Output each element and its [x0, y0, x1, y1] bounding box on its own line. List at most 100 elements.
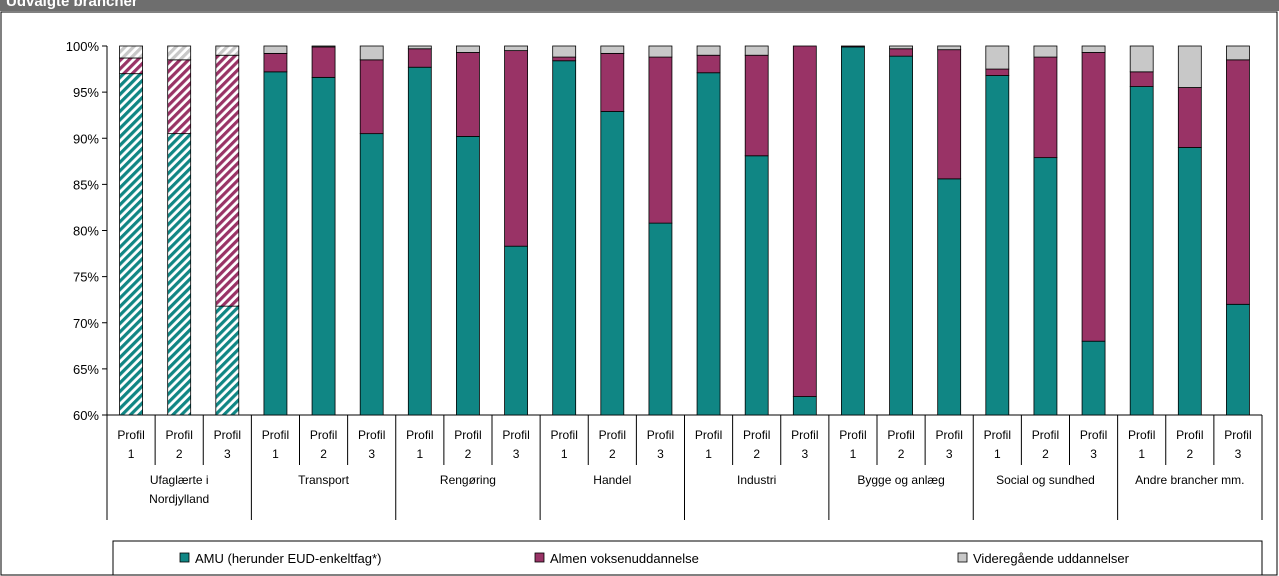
bar-segment — [1081, 52, 1106, 342]
group-label: Andre brancher mm. — [1135, 473, 1245, 487]
bar-segment — [937, 49, 962, 180]
x-tick-label: Profil 2 — [309, 428, 338, 461]
bar-segment — [263, 71, 288, 415]
y-tick-label: 80% — [73, 224, 99, 239]
x-tick-label: Profil 2 — [887, 428, 915, 461]
bar-segment — [167, 45, 192, 61]
bar-segment — [648, 45, 673, 58]
x-tick-label: Profil 3 — [1079, 428, 1108, 461]
legend-label: AMU (herunder EUD-enkeltfag*) — [195, 551, 381, 566]
y-tick-label: 65% — [73, 362, 99, 377]
bar-segment — [456, 136, 480, 415]
x-tick-label: Profil 1 — [839, 428, 867, 461]
bar-segment — [841, 46, 865, 415]
group-label: Rengøring — [439, 473, 496, 487]
group-label: Bygge og anlæg — [857, 473, 945, 487]
bar-segment — [504, 50, 528, 247]
x-tick-label: Profil 3 — [358, 428, 386, 461]
legend-label: Almen voksenuddannelse — [550, 551, 699, 566]
bar-segment — [119, 57, 143, 75]
bar-segment — [407, 48, 432, 68]
bar-segment — [1129, 71, 1154, 87]
group-label: Transport — [298, 473, 350, 487]
y-tick-label: 85% — [73, 177, 99, 192]
bar-segment — [407, 45, 432, 50]
x-tick-label: Profil 1 — [550, 428, 578, 461]
x-tick-label: Profil 3 — [646, 428, 675, 461]
bar-segment — [552, 60, 577, 415]
bar-segment — [359, 133, 384, 415]
legend-swatch — [534, 552, 545, 563]
bar-segment — [215, 54, 240, 307]
y-tick-label: 75% — [73, 270, 99, 285]
bar-segment — [696, 54, 721, 74]
chart-frame — [0, 11, 1278, 576]
bar-segment — [792, 396, 817, 415]
x-tick-label: Profil 1 — [117, 428, 145, 461]
bar-segment — [937, 45, 962, 51]
x-tick-label: Profil 3 — [213, 428, 241, 461]
bar-segment — [1226, 45, 1250, 61]
legend-swatch — [957, 552, 968, 563]
x-tick-label: Profil 2 — [165, 428, 193, 461]
bar-segment — [552, 45, 577, 58]
bar-segment — [311, 45, 336, 48]
bar-segment — [744, 155, 769, 415]
bar-segment — [744, 54, 769, 157]
x-tick-label: Profil 1 — [694, 428, 723, 461]
bar-segment — [119, 73, 143, 415]
bar-segment — [504, 245, 528, 415]
bar-segment — [1226, 59, 1250, 305]
bar-segment — [167, 133, 192, 415]
bar-segment — [1081, 340, 1106, 415]
bar-segment — [1129, 45, 1154, 73]
bar-segment — [215, 305, 240, 415]
bar-segment — [744, 45, 769, 56]
bar-segment — [311, 46, 336, 78]
bar-segment — [937, 178, 962, 415]
y-tick-label: 60% — [73, 408, 99, 423]
group-label: Ufaglærte i Nordjylland — [149, 473, 210, 506]
header-bar: Udvalgte brancher — [0, 0, 1279, 11]
bar-segment — [119, 45, 143, 59]
legend-box — [112, 540, 1263, 576]
legend-label: Videregående uddannelser — [973, 551, 1130, 566]
legend-swatch — [179, 552, 190, 563]
bar-segment — [504, 45, 528, 52]
x-tick-label: Profil 2 — [1176, 428, 1204, 461]
group-label: Industri — [737, 473, 777, 487]
bar-segment — [696, 72, 721, 415]
x-tick-label: Profil 2 — [454, 428, 482, 461]
bar-segment — [1033, 157, 1058, 415]
bar-segment — [600, 52, 625, 112]
bar-segment — [1177, 87, 1202, 148]
bar-segment — [359, 45, 384, 61]
y-tick-label: 90% — [73, 131, 99, 146]
x-tick-label: Profil 3 — [791, 428, 819, 461]
x-tick-label: Profil 3 — [502, 428, 530, 461]
bar-segment — [889, 55, 913, 415]
bar-segment — [456, 52, 480, 137]
bar-segment — [1081, 45, 1106, 53]
bar-segment — [648, 56, 673, 224]
bar-segment — [167, 59, 192, 135]
y-tick-label: 100% — [66, 39, 100, 54]
bar-segment — [841, 45, 865, 48]
bar-segment — [985, 68, 1010, 76]
x-tick-label: Profil 2 — [743, 428, 771, 461]
bar-segment — [263, 45, 288, 54]
y-tick-label: 95% — [73, 85, 99, 100]
y-tick-label: 70% — [73, 316, 99, 331]
bar-segment — [552, 56, 577, 62]
x-tick-label: Profil 1 — [406, 428, 434, 461]
bar-segment — [696, 45, 721, 56]
chart-title: Udvalgte brancher — [6, 0, 138, 10]
bar-segment — [1033, 56, 1058, 159]
bar-segment — [889, 45, 913, 50]
x-tick-label: Profil 1 — [983, 428, 1011, 461]
bar-segment — [407, 66, 432, 415]
bar-segment — [456, 45, 480, 53]
bar-segment — [600, 111, 625, 415]
